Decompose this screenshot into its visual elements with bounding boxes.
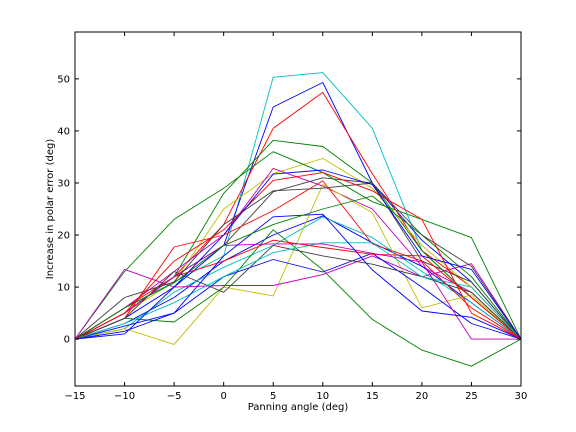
series-layer xyxy=(74,72,522,367)
series-line-9 xyxy=(74,215,522,340)
x-tick-label: 20 xyxy=(416,391,429,402)
x-tick-label: −15 xyxy=(64,391,85,402)
y-tick-label: 0 xyxy=(64,335,70,346)
series-line-17 xyxy=(74,242,522,340)
series-line-21 xyxy=(74,195,522,340)
series-line-22 xyxy=(74,182,522,340)
series-line-23 xyxy=(74,172,522,340)
x-axis-label: Panning angle (deg) xyxy=(248,402,349,413)
series-line-20 xyxy=(74,213,522,340)
y-tick-label: 10 xyxy=(57,283,70,294)
x-tick-label: 15 xyxy=(366,391,379,402)
series-line-2 xyxy=(74,82,522,340)
series-line-8 xyxy=(74,151,522,340)
series-line-15 xyxy=(74,252,522,340)
x-tick-label: −5 xyxy=(167,391,182,402)
y-tick-label: 20 xyxy=(57,231,70,242)
series-line-3 xyxy=(74,91,522,340)
tick-layer: −15 −10 −5 0 5 10 15 20 25 30 0 10 20 30 40 50 xyxy=(57,32,527,402)
y-tick-label: 40 xyxy=(57,126,70,137)
x-tick-label: 0 xyxy=(220,391,226,402)
series-line-14 xyxy=(74,255,522,340)
y-axis-label: Increase in polar error (deg) xyxy=(45,139,56,280)
x-tick-label: 10 xyxy=(316,391,329,402)
x-tick-label: 5 xyxy=(270,391,276,402)
series-line-13 xyxy=(74,229,522,367)
series-line-24 xyxy=(74,169,522,340)
series-line-10 xyxy=(74,216,522,340)
plot-frame xyxy=(74,31,522,387)
y-tick-label: 30 xyxy=(57,178,70,189)
x-tick-label: −10 xyxy=(114,391,135,402)
y-tick-label: 50 xyxy=(57,74,70,85)
x-tick-label: 25 xyxy=(465,391,478,402)
x-tick-label: 30 xyxy=(515,391,528,402)
